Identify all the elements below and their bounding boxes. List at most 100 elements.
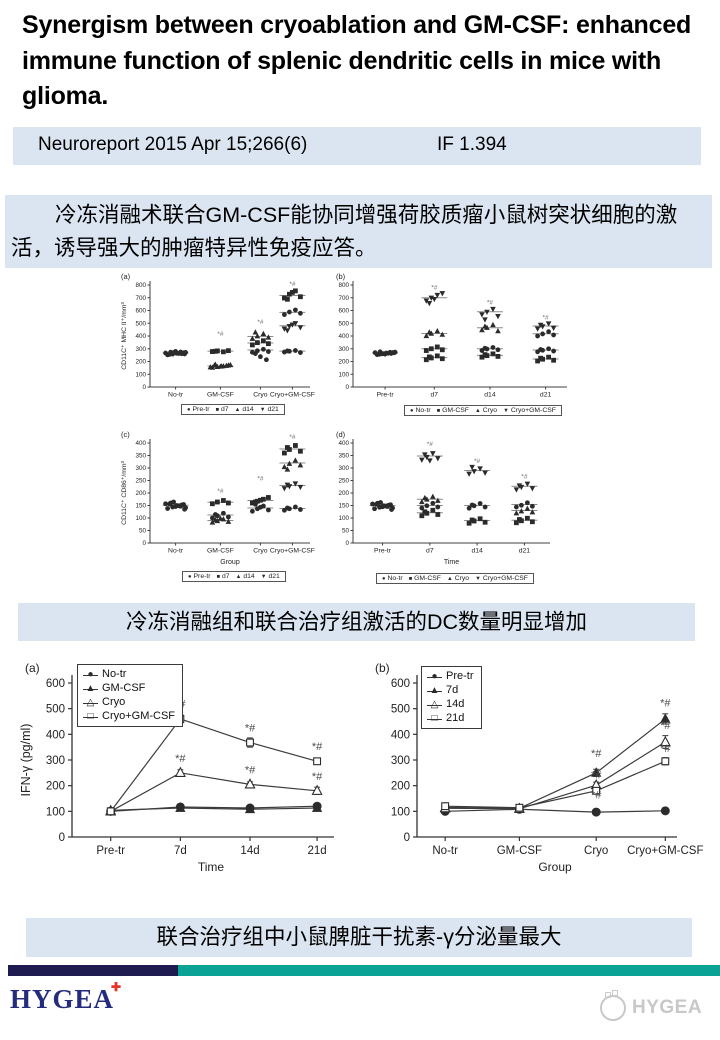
svg-text:Cryo+GM-CSF: Cryo+GM-CSF: [270, 392, 315, 399]
legend-marker-icon: ■: [408, 575, 413, 582]
legend-label: 14d: [446, 698, 465, 710]
svg-text:400: 400: [338, 440, 349, 447]
caption-mid: 冷冻消融组和联合治疗组激活的DC数量明显增加: [18, 603, 695, 641]
legend-label: 7d: [446, 684, 459, 696]
svg-text:(d): (d): [336, 430, 346, 439]
svg-text:*#: *#: [312, 741, 323, 753]
svg-text:600: 600: [135, 308, 146, 315]
legend-item: ▲ 7d: [427, 684, 474, 697]
svg-text:*#: *#: [591, 748, 602, 760]
svg-text:0: 0: [142, 540, 146, 547]
svg-text:Pre-tr: Pre-tr: [377, 392, 395, 399]
legend-marker-icon: ▲: [427, 684, 442, 697]
svg-text:350: 350: [135, 453, 146, 460]
legend-marker-icon: ■: [216, 573, 221, 580]
svg-text:d21: d21: [519, 548, 531, 555]
svg-text:50: 50: [342, 528, 350, 535]
svg-text:*#: *#: [591, 790, 602, 802]
legend-marker-icon: ▲: [234, 406, 241, 413]
journal-reference: Neuroreport 2015 Apr 15;266(6): [38, 134, 308, 155]
svg-text:d14: d14: [471, 548, 483, 555]
svg-text:500: 500: [338, 320, 349, 327]
legend-marker-icon: ●: [188, 573, 192, 580]
svg-text:GM-CSF: GM-CSF: [497, 845, 542, 857]
summary-band: 冷冻消融术联合GM-CSF能协同增强荷胶质瘤小鼠树突状细胞的激活，诱导强大的肿瘤…: [5, 195, 712, 268]
svg-text:200: 200: [46, 781, 65, 793]
svg-text:GM-CSF: GM-CSF: [207, 548, 234, 555]
legend-marker-icon: ●: [382, 575, 386, 582]
svg-text:100: 100: [135, 515, 146, 522]
legend-line-a: ● No-tr ▲ GM-CSF △ Cryo □ Cryo+GM-CSF: [77, 664, 184, 727]
legend-marker-icon: □: [427, 712, 442, 725]
page-title: Synergism between cryoablation and GM-CS…: [22, 11, 692, 110]
svg-text:*#: *#: [660, 743, 671, 755]
svg-text:21d: 21d: [308, 845, 327, 857]
citation-band: Neuroreport 2015 Apr 15;266(6) IF 1.394: [13, 127, 701, 165]
hygea-logo: HYGEA ✚: [10, 980, 121, 1015]
legend-marker-icon: ▲: [83, 682, 98, 695]
svg-text:d21: d21: [540, 392, 552, 399]
legend-item: □ 21d: [427, 712, 474, 725]
svg-text:100: 100: [391, 806, 410, 818]
svg-text:14d: 14d: [240, 845, 259, 857]
svg-text:350: 350: [338, 453, 349, 460]
svg-text:*#: *#: [245, 722, 256, 734]
svg-text:300: 300: [338, 465, 349, 472]
svg-text:200: 200: [135, 359, 146, 366]
svg-text:600: 600: [391, 678, 410, 690]
legend-marker-icon: △: [427, 698, 442, 711]
scatter-panel-d: 0 50 100 150 200 250 300 350 400 Pre-tr d7 d14 d21 *#…: [336, 430, 550, 566]
legend-label: GM-CSF: [102, 682, 146, 694]
svg-text:150: 150: [338, 503, 349, 510]
legend-item: ▲ d14: [236, 573, 255, 580]
svg-text:(a): (a): [121, 272, 131, 281]
legend-label: d7: [221, 406, 229, 413]
legend-label: Cryo+GM-CSF: [102, 710, 176, 722]
svg-text:0: 0: [59, 832, 65, 844]
legend-label: No-tr: [387, 575, 403, 582]
legend-item: ■ GM-CSF: [437, 407, 469, 414]
legend-item: ■ GM-CSF: [409, 575, 441, 582]
svg-text:300: 300: [135, 465, 146, 472]
legend-label: Pre-tr: [446, 670, 474, 682]
svg-text:*#: *#: [660, 698, 671, 710]
svg-text:500: 500: [135, 320, 146, 327]
legend-panel-c: ● Pre-tr ■ d7 ▲ d14 ▼ d21: [182, 571, 286, 582]
svg-text:(c): (c): [121, 430, 130, 439]
svg-text:*#: *#: [217, 331, 224, 338]
legend-label: d7: [222, 573, 230, 580]
svg-text:0: 0: [345, 384, 349, 391]
svg-text:(b): (b): [375, 661, 390, 675]
impact-factor: IF 1.394: [437, 134, 507, 155]
svg-text:Cryo: Cryo: [253, 392, 268, 399]
svg-text:CD11C⁺ CD86⁺/mm³: CD11C⁺ CD86⁺/mm³: [121, 460, 128, 524]
svg-text:Pre-tr: Pre-tr: [96, 845, 125, 857]
legend-label: Cryo+GM-CSF: [510, 407, 556, 414]
legend-label: d14: [243, 573, 255, 580]
svg-text:400: 400: [391, 729, 410, 741]
svg-text:*#: *#: [312, 771, 323, 783]
legend-item: △ Cryo: [83, 696, 175, 709]
legend-item: ● Pre-tr: [187, 406, 210, 413]
svg-text:250: 250: [338, 478, 349, 485]
legend-item: ▲ Cryo: [447, 575, 469, 582]
svg-text:800: 800: [338, 282, 349, 289]
svg-text:*#: *#: [431, 284, 438, 291]
legend-label: Cryo: [482, 407, 498, 414]
legend-label: Pre-tr: [192, 406, 210, 413]
svg-text:500: 500: [46, 704, 65, 716]
scatter-panel-b: 0 100 200 300 400 500 600 700 800 Pre-tr d7 d14 d21 *…: [336, 272, 567, 399]
legend-line-b: ● Pre-tr ▲ 7d △ 14d □ 21d: [421, 666, 482, 729]
svg-text:*#: *#: [474, 458, 481, 465]
svg-text:*#: *#: [427, 441, 434, 448]
scatter-panel-a: 0 100 200 300 400 500 600 700 800 No-tr GM-CSF Cryo…: [121, 272, 315, 399]
svg-text:Group: Group: [220, 559, 240, 566]
footer-teal-bar: [178, 965, 720, 976]
svg-text:*#: *#: [217, 488, 224, 495]
svg-text:50: 50: [139, 528, 147, 535]
svg-text:800: 800: [135, 282, 146, 289]
legend-label: No-tr: [102, 668, 127, 680]
svg-text:200: 200: [391, 781, 410, 793]
